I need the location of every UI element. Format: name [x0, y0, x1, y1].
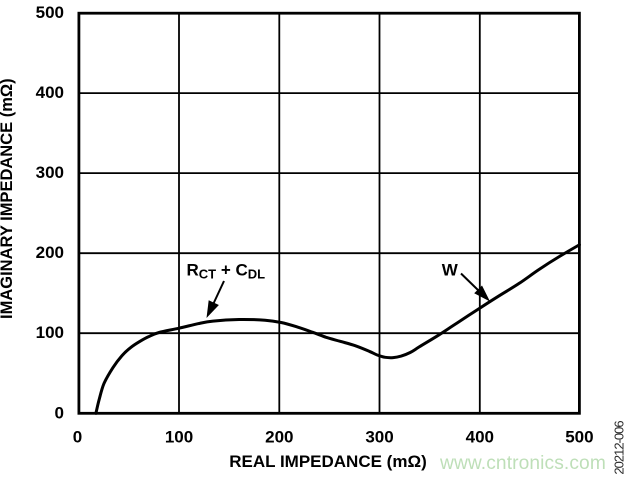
svg-text:500: 500	[565, 428, 593, 447]
svg-text:IMAGINARY IMPEDANCE (mΩ): IMAGINARY IMPEDANCE (mΩ)	[0, 78, 16, 319]
svg-text:200: 200	[265, 428, 293, 447]
svg-text:20212-006: 20212-006	[612, 421, 625, 475]
svg-text:0: 0	[73, 428, 82, 447]
svg-text:REAL IMPEDANCE (mΩ): REAL IMPEDANCE (mΩ)	[229, 452, 427, 471]
svg-text:200: 200	[36, 243, 64, 262]
svg-text:100: 100	[165, 428, 193, 447]
svg-text:500: 500	[36, 3, 64, 22]
svg-text:300: 300	[365, 428, 393, 447]
svg-text:RCT + CDL: RCT + CDL	[187, 261, 266, 282]
svg-text:300: 300	[36, 163, 64, 182]
svg-text:0: 0	[55, 403, 64, 422]
svg-text:400: 400	[466, 428, 494, 447]
svg-text:W: W	[442, 261, 459, 280]
svg-text:100: 100	[36, 323, 64, 342]
svg-text:www.cntronics.com: www.cntronics.com	[439, 453, 606, 474]
svg-text:400: 400	[36, 83, 64, 102]
